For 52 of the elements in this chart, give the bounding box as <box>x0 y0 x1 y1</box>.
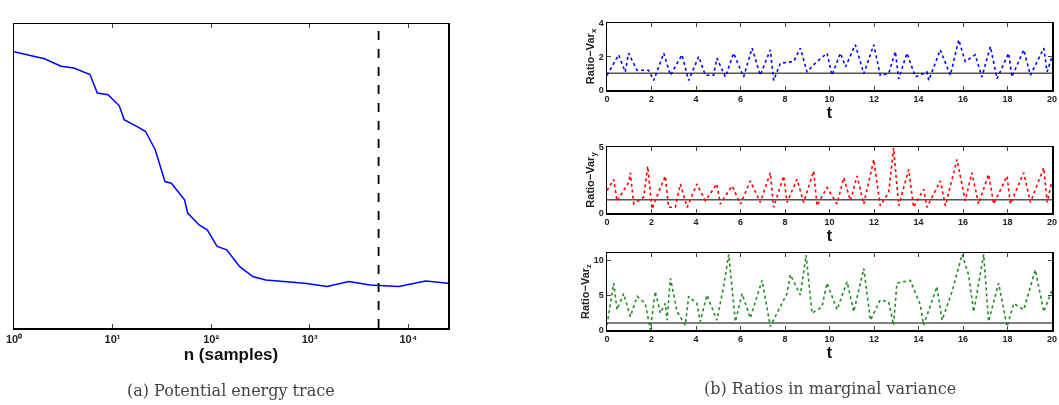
y-tick-label: 0 <box>598 325 604 336</box>
x-tick-label: 18 <box>1002 217 1013 228</box>
y-tick-label: 0 <box>598 208 604 219</box>
x-tick-label: 12 <box>868 217 880 228</box>
x-axis-title: t <box>826 104 833 122</box>
x-tick-label: 8 <box>782 94 788 105</box>
x-axis-title: n (samples) <box>183 344 279 364</box>
x-tick-label: 20 <box>1046 217 1058 228</box>
x-tick-label: 12 <box>868 334 880 345</box>
line-series <box>607 253 1052 330</box>
x-tick-label: 2 <box>648 217 655 228</box>
x-tick-label: 10² <box>203 332 220 345</box>
y-tick-label: 2 <box>598 51 604 62</box>
x-tick-label: 6 <box>737 334 744 345</box>
text: (a) Potential energy trace <box>127 381 335 400</box>
text: (b) Ratios in marginal variance <box>704 379 957 398</box>
y-tick-label: 5 <box>598 142 604 153</box>
x-tick-label: 4 <box>693 334 699 345</box>
x-tick-label: 16 <box>957 94 969 105</box>
y-tick-label: 10 <box>593 255 604 266</box>
x-tick-label: 10³ <box>301 332 318 345</box>
x-tick-label: 10 <box>824 334 835 345</box>
x-tick-label: 6 <box>737 217 744 228</box>
x-tick-label: 8 <box>782 217 788 228</box>
x-tick-label: 4 <box>693 217 699 228</box>
x-tick-label: 20 <box>1046 94 1058 105</box>
y-tick-label: 0 <box>598 85 604 96</box>
x-tick-label: 14 <box>913 217 924 228</box>
x-axis-title: t <box>826 344 833 362</box>
x-tick-label: 10⁴ <box>399 332 418 345</box>
x-tick-label: 14 <box>913 334 924 345</box>
y-tick-label: 4 <box>598 18 604 29</box>
x-tick-label: 2 <box>648 334 655 345</box>
x-tick-label: 16 <box>957 217 969 228</box>
x-tick-label: 8 <box>782 334 788 345</box>
x-tick-label: 20 <box>1046 334 1058 345</box>
line-series <box>607 38 1052 82</box>
x-axis-title: t <box>826 227 833 245</box>
x-tick-label: 10⁰ <box>5 332 23 345</box>
x-tick-label: 2 <box>648 94 655 105</box>
x-tick-label: 12 <box>868 94 880 105</box>
x-tick-label: 18 <box>1002 334 1013 345</box>
x-tick-label: 10 <box>824 217 835 228</box>
x-tick-label: 4 <box>693 94 699 105</box>
x-tick-label: 10¹ <box>104 332 121 345</box>
x-tick-label: 10 <box>824 94 835 105</box>
x-tick-label: 6 <box>737 94 744 105</box>
x-tick-label: 16 <box>957 334 969 345</box>
y-tick-label: 5 <box>598 290 604 301</box>
line-series <box>607 147 1052 210</box>
x-tick-label: 18 <box>1002 94 1013 105</box>
x-tick-label: 14 <box>913 94 924 105</box>
